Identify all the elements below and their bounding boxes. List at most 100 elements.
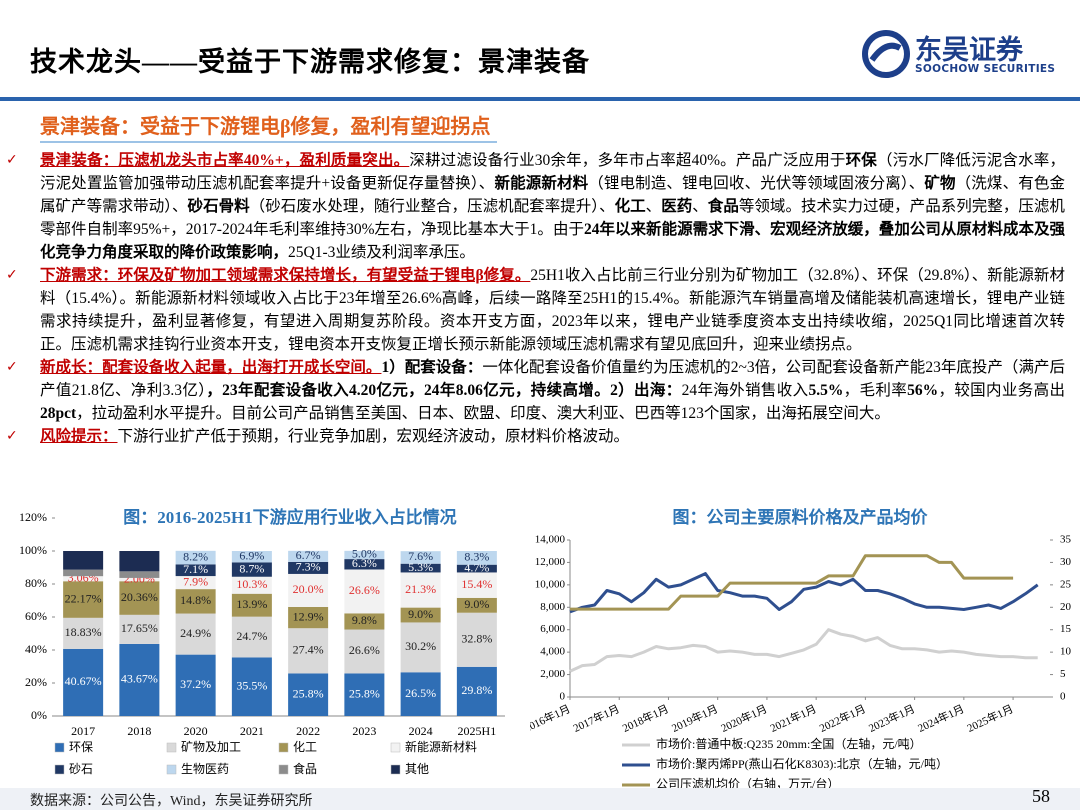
bar-segment xyxy=(344,550,385,560)
y-tick-label: 2,000 xyxy=(540,668,565,680)
text-run: 25H1收入占比前三行业分别为矿物加工（32.8%）、环保（29.8%）、新能源… xyxy=(40,267,1065,353)
text-run: 24年以来新能源需求下滑、宏观经济放缓，叠加公司从原材料成本及强化竞争力角度采取… xyxy=(40,221,1065,261)
bar-segment xyxy=(175,550,216,565)
legend-label: 生物医药 xyxy=(181,762,229,776)
bar-segment xyxy=(119,614,160,644)
bar-segment xyxy=(119,581,160,615)
x-tick-label: 2022年1月 xyxy=(817,701,868,735)
legend-label: 公司压滤机均价（右轴，万元/台） xyxy=(656,776,839,788)
x-tick-label: 2024 xyxy=(409,724,433,738)
data-label: 37.2% xyxy=(180,677,211,691)
data-label: 27.4% xyxy=(293,643,324,657)
legend-swatch xyxy=(54,764,65,775)
bar-segment xyxy=(119,571,160,578)
y-tick-label: 40% xyxy=(25,642,47,656)
data-label: 30.2% xyxy=(405,639,436,653)
text-run: 环保 xyxy=(845,152,877,169)
data-label: 8.7% xyxy=(239,561,264,575)
series-line xyxy=(569,628,1038,673)
legend-label: 环保 xyxy=(69,740,93,754)
data-label: 22.17% xyxy=(65,591,102,605)
data-label: 9.0% xyxy=(464,597,489,611)
chart-title: 图：公司主要原料价格及产品均价 xyxy=(673,507,929,527)
legend-swatch xyxy=(54,742,65,753)
bar-segment xyxy=(400,551,441,564)
page-number: 58 xyxy=(1032,786,1050,806)
legend-label: 化工 xyxy=(293,740,317,754)
text-run: 1）配套设备： xyxy=(381,359,483,376)
bar-segment xyxy=(63,648,104,716)
x-tick-label: 2021 xyxy=(240,724,264,738)
logo-icon xyxy=(862,30,910,78)
bar-segment xyxy=(231,616,272,658)
data-label: 32.8% xyxy=(461,632,492,646)
text-run: 、 xyxy=(692,198,708,215)
text-run: 医药 xyxy=(661,198,693,215)
bar-segment xyxy=(175,564,216,577)
text-run: 矿物 xyxy=(924,175,956,192)
text-run: 一体化配套设备价值量约为压滤机的2~3倍，公司配套设备新产能23年底投产（满产后… xyxy=(40,359,1065,399)
bullet: 下游需求：环保及矿物加工领域需求保持增长，有望受益于锂电β修复。25H1收入占比… xyxy=(6,264,1065,356)
bullet-list: 景津装备：压滤机龙头市占率40%+，盈利质量突出。深耕过滤设备行业30余年，多年… xyxy=(6,149,1065,448)
bar-segment xyxy=(63,581,104,618)
bar-segment xyxy=(344,629,385,674)
y2-tick-label: 20 xyxy=(1060,601,1072,613)
data-label: 24.9% xyxy=(180,626,211,640)
text-run: 深耕过滤设备行业30余年，多年市占率超40%。产品广泛应用于 xyxy=(409,152,846,169)
logo-subtitle: SOOCHOW SECURITIES xyxy=(915,63,1056,75)
data-label: 15.4% xyxy=(461,577,492,591)
bar-segment xyxy=(288,573,329,607)
text-run: ，拉动盈利水平提升。目前公司产品销售至美国、日本、欧盟、印度、澳大利亚、巴西等1… xyxy=(76,405,890,422)
data-label: 6.7% xyxy=(296,548,321,562)
bar-segment xyxy=(63,617,104,649)
bar-segment xyxy=(231,551,272,563)
text-run: 食品 xyxy=(707,198,739,215)
bar-segment xyxy=(400,572,441,608)
bar-segment xyxy=(63,551,104,570)
bar-segment xyxy=(119,577,160,582)
bullet: 景津装备：压滤机龙头市占率40%+，盈利质量突出。深耕过滤设备行业30余年，多年… xyxy=(6,149,1065,264)
data-label: 14.8% xyxy=(180,593,211,607)
data-label: 10.3% xyxy=(236,577,267,591)
data-label: 17.65% xyxy=(121,621,158,635)
data-label: 20.0% xyxy=(293,582,324,596)
bar-segment xyxy=(344,569,385,614)
x-tick-label: 2024年1月 xyxy=(915,701,966,735)
text-run: 25Q1-3业绩及利润率承压。 xyxy=(288,244,475,261)
x-tick-label: 2025年1月 xyxy=(965,701,1016,735)
slide-title: 技术龙头——受益于下游需求修复：景津装备 xyxy=(30,47,590,77)
x-tick-label: 2019年1月 xyxy=(669,701,720,735)
y-tick-label: 4,000 xyxy=(540,646,565,658)
data-label: 8.3% xyxy=(464,550,489,564)
y-tick-label: 100% xyxy=(19,543,47,557)
chart-prices: 图：公司主要原料价格及产品均价 0 2,000 4,000 6,000 8,000 10,0… xyxy=(530,507,1072,788)
y-tick-label: 10,000 xyxy=(535,578,566,590)
y-tick-label: 60% xyxy=(25,609,47,623)
text-run: 5.5% xyxy=(808,382,844,399)
text-run: 56% xyxy=(907,382,939,399)
y2-tick-label: 10 xyxy=(1060,646,1072,658)
bar-segment xyxy=(344,613,385,630)
data-label: 40.67% xyxy=(65,674,102,688)
text-run: ，23年配套设备收入4.20亿元，24年8.06亿元，持续高增。2）出海： xyxy=(206,382,682,399)
x-tick-label: 2017年1月 xyxy=(571,701,622,735)
y-tick-label: 120% xyxy=(19,510,47,524)
series-line xyxy=(569,572,1039,614)
x-tick-label: 2018年1月 xyxy=(620,701,671,735)
data-label: 26.6% xyxy=(349,583,380,597)
data-label: 24.7% xyxy=(236,629,267,643)
text-run: ，毛利率 xyxy=(843,382,908,399)
text-run: 新成长：配套设备收入起量，出海打开成长空间。 xyxy=(40,359,382,376)
data-label: 21.3% xyxy=(405,582,436,596)
legend-swatch xyxy=(390,742,401,753)
legend-label: 食品 xyxy=(293,761,317,776)
text-run: 、 xyxy=(645,198,662,215)
text-run: 景津装备：压滤机龙头市占率40%+，盈利质量突出。 xyxy=(40,152,410,169)
legend-swatch xyxy=(166,742,177,753)
bar-segment xyxy=(231,657,272,716)
data-label: 5.0% xyxy=(352,547,377,561)
text-run: 28pct xyxy=(40,405,77,422)
text-run: 新能源新材料 xyxy=(494,175,589,192)
x-tick-label: 2017 xyxy=(71,724,95,738)
